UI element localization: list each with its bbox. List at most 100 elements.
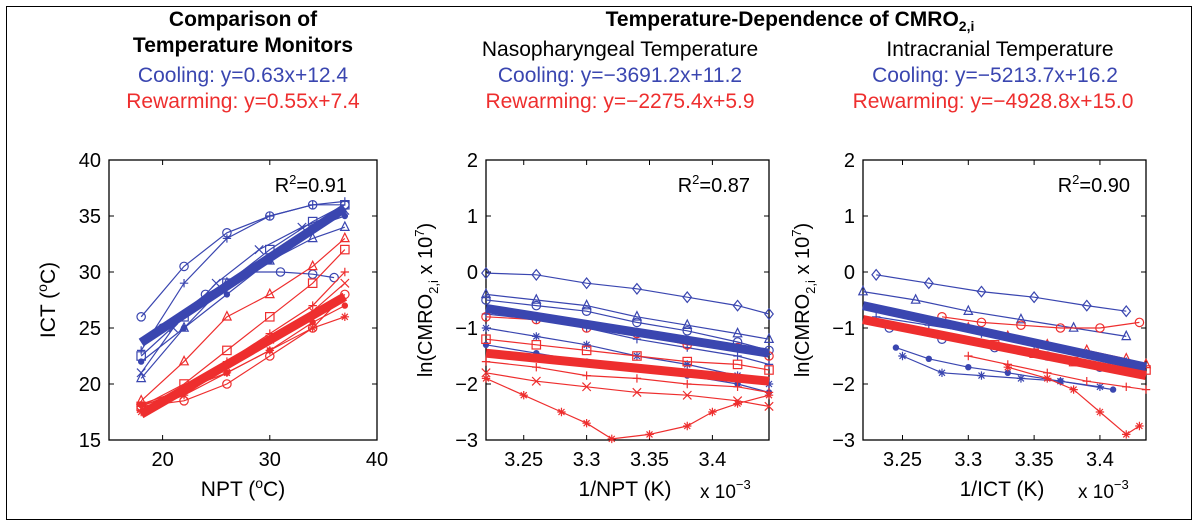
rewarming-data-point bbox=[221, 310, 233, 321]
panel3-ylabel-exp: 7 bbox=[789, 230, 804, 237]
panel1-ylabel-unit: C) bbox=[37, 262, 60, 284]
rewarming-data-point bbox=[1003, 360, 1012, 369]
panel1-r2: R2=0.91 bbox=[275, 172, 347, 197]
cooling-data-point bbox=[481, 266, 491, 280]
panel3-axes-box bbox=[862, 159, 1147, 441]
rewarming-series-11 bbox=[481, 374, 774, 444]
cooling-data-point bbox=[910, 293, 921, 304]
cooling-series-2 bbox=[136, 197, 350, 355]
cooling-series-line bbox=[895, 347, 1114, 391]
panel2-ylabel-main: ln(CMRO bbox=[415, 294, 437, 377]
rewarming-data-point bbox=[307, 259, 318, 271]
rewarming-data-point bbox=[1043, 374, 1052, 383]
panel2-ylabel-sub: 2,i bbox=[426, 280, 441, 294]
rewarming-data-point bbox=[222, 345, 232, 356]
cooling-series-line bbox=[862, 291, 1127, 337]
y-tick-label: 0 bbox=[467, 262, 478, 284]
panel1-title-line1: Comparison of bbox=[168, 8, 318, 31]
x-tick-label: 40 bbox=[366, 449, 388, 471]
y-tick-label: −3 bbox=[832, 430, 855, 452]
rewarming-data-point bbox=[1016, 320, 1026, 330]
rewarming-data-point bbox=[1043, 368, 1052, 377]
y-tick-label: 35 bbox=[79, 206, 101, 228]
rewarming-fit-line bbox=[862, 315, 1147, 381]
rewarming-data-point bbox=[341, 302, 349, 309]
rewarming-data-point bbox=[265, 312, 275, 322]
panel2-r2-value: =0.87 bbox=[699, 175, 750, 197]
rewarming-series-line bbox=[485, 377, 770, 440]
cooling-data-point bbox=[531, 268, 542, 281]
cooling-data-point bbox=[683, 360, 692, 369]
panel2-ylabel-exp: 7 bbox=[412, 230, 427, 237]
rewarming-data-point bbox=[481, 374, 491, 383]
panel2-xlabel: 1/NPT (K) bbox=[579, 478, 672, 501]
rewarming-data-point bbox=[976, 317, 987, 328]
panel2-axes-box bbox=[485, 159, 770, 441]
panel1-xlabel-main: NPT ( bbox=[201, 478, 255, 501]
x-tick-label: 30 bbox=[259, 449, 281, 471]
cooling-data-point bbox=[1029, 291, 1040, 304]
rewarming-data-point bbox=[340, 267, 350, 277]
cooling-data-point bbox=[1109, 386, 1117, 393]
cooling-fit-line bbox=[862, 301, 1147, 372]
panel1-xlabel: NPT (oC) bbox=[201, 475, 285, 501]
x-tick-label: 3.4 bbox=[698, 449, 726, 471]
x-tick-label: 3.35 bbox=[630, 449, 669, 471]
panel2-ylabel-tail: x 10 bbox=[415, 237, 437, 280]
panel3-r2-label: R bbox=[1058, 175, 1072, 197]
figure-frame bbox=[6, 6, 1192, 520]
panel3-ylabel-main: ln(CMRO bbox=[792, 294, 814, 377]
cooling-data-point bbox=[682, 318, 693, 329]
rewarming-data-point bbox=[1122, 430, 1131, 439]
cooling-series-line bbox=[876, 274, 1127, 312]
panel3-x-multiplier-exp: −3 bbox=[1114, 477, 1129, 492]
cooling-data-point bbox=[732, 299, 743, 312]
group-title-text: Temperature-Dependence of CMRO bbox=[605, 8, 959, 31]
panel1-ylabel: ICT (oC) bbox=[34, 262, 60, 338]
y-tick-label: 1 bbox=[844, 206, 855, 228]
rewarming-series-8 bbox=[135, 231, 351, 405]
rewarming-data-point bbox=[764, 391, 774, 400]
rewarming-data-point bbox=[340, 312, 350, 321]
rewarming-data-point bbox=[223, 369, 231, 376]
rewarming-data-point bbox=[581, 382, 592, 392]
rewarming-data-point bbox=[1141, 385, 1151, 394]
cooling-series-2 bbox=[857, 285, 1132, 341]
cooling-data-point bbox=[532, 332, 541, 341]
panel1-xlabel-unit: C) bbox=[263, 478, 285, 501]
cooling-series-1 bbox=[481, 266, 774, 321]
rewarming-data-point bbox=[1135, 421, 1144, 431]
panel3-r2: R2=0.90 bbox=[1058, 172, 1130, 197]
rewarming-data-point bbox=[964, 351, 973, 361]
cooling-data-point bbox=[763, 332, 775, 343]
cooling-data-point bbox=[1015, 313, 1027, 324]
rewarming-data-point bbox=[481, 357, 491, 366]
rewarming-series-8 bbox=[481, 334, 774, 375]
y-tick-label: 30 bbox=[79, 262, 101, 284]
y-tick-label: 40 bbox=[79, 150, 101, 172]
group-title: Temperature-Dependence of CMRO2,i bbox=[560, 8, 1020, 34]
panel1-r2-label: R bbox=[275, 175, 289, 197]
rewarming-series-line bbox=[941, 316, 1140, 329]
y-tick-label: 25 bbox=[79, 318, 101, 340]
y-tick-label: 2 bbox=[467, 150, 478, 172]
panel3-x-multiplier: x 10−3 bbox=[1078, 477, 1129, 503]
panel3-x-multiplier-base: x 10 bbox=[1078, 482, 1114, 503]
y-tick-label: 2 bbox=[844, 150, 855, 172]
rewarming-data-point bbox=[340, 278, 350, 288]
rewarming-data-point bbox=[582, 371, 591, 380]
panel2-eq-rewarming: Rewarming: y=−2275.4x+5.9 bbox=[485, 90, 755, 113]
cooling-data-point bbox=[531, 293, 542, 304]
cooling-series-1 bbox=[871, 268, 1132, 318]
cooling-series-2 bbox=[480, 287, 775, 343]
cooling-data-point bbox=[180, 324, 188, 332]
cooling-data-point bbox=[733, 351, 742, 361]
rewarming-data-point bbox=[1095, 323, 1105, 333]
x-tick-label: 3.25 bbox=[883, 449, 922, 471]
y-tick-label: −2 bbox=[832, 374, 855, 396]
rewarming-data-point bbox=[307, 278, 318, 288]
cooling-fit-line bbox=[138, 204, 348, 347]
cooling-series-line bbox=[485, 299, 770, 351]
cooling-data-point bbox=[136, 346, 146, 355]
